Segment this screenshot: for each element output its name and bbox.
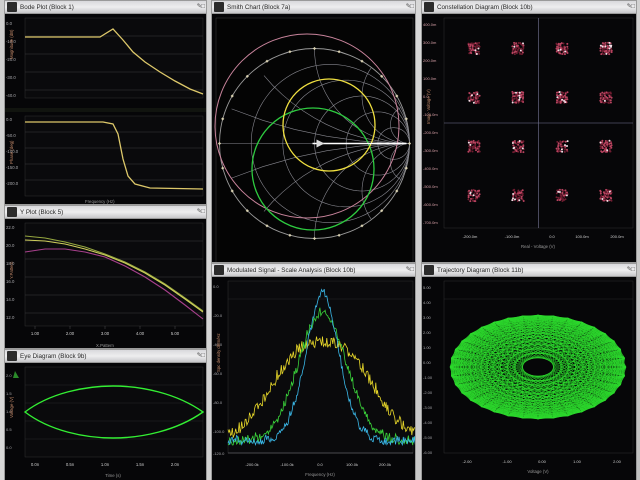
- svg-text:Phase (deg): Phase (deg): [9, 140, 14, 164]
- svg-text:-50.0: -50.0: [6, 133, 16, 138]
- svg-text:5.00: 5.00: [423, 285, 432, 290]
- svg-text:-200.0k: -200.0k: [245, 462, 258, 467]
- svg-text:-5.00: -5.00: [423, 435, 433, 440]
- svg-text:3.00: 3.00: [423, 315, 432, 320]
- svg-text:300.0m: 300.0m: [423, 40, 437, 45]
- svg-text:4.00: 4.00: [423, 300, 432, 305]
- svg-text:0.0n: 0.0n: [31, 462, 40, 467]
- svg-text:-20.0: -20.0: [213, 313, 223, 318]
- svg-text:100.0m: 100.0m: [575, 234, 589, 239]
- svg-text:4.00: 4.00: [136, 331, 145, 336]
- svg-text:-300.0m: -300.0m: [423, 148, 438, 153]
- svg-text:-200.0m: -200.0m: [423, 130, 438, 135]
- svg-text:-3.00: -3.00: [423, 405, 433, 410]
- svg-text:0.00: 0.00: [538, 459, 547, 464]
- svg-text:100.0k: 100.0k: [346, 462, 358, 467]
- svg-text:3.00: 3.00: [101, 331, 110, 336]
- svg-text:0.5: 0.5: [6, 427, 12, 432]
- svg-text:22.0: 22.0: [6, 225, 15, 230]
- svg-text:-400.0m: -400.0m: [423, 166, 438, 171]
- svg-text:-200.0: -200.0: [6, 181, 19, 186]
- svg-text:-1.00: -1.00: [423, 375, 433, 380]
- svg-text:-600.0m: -600.0m: [423, 202, 438, 207]
- svg-text:X.Pattern: X.Pattern: [96, 343, 115, 348]
- svg-text:20.0: 20.0: [6, 243, 15, 248]
- svg-text:100.0m: 100.0m: [423, 76, 437, 81]
- svg-text:Time (s): Time (s): [105, 473, 121, 478]
- svg-text:-120.0: -120.0: [213, 451, 225, 456]
- svg-text:Voltage (V): Voltage (V): [9, 396, 14, 418]
- svg-text:-700.0m: -700.0m: [423, 220, 438, 225]
- svg-text:0.0: 0.0: [6, 117, 13, 122]
- svg-text:Real - Voltage (V): Real - Voltage (V): [521, 244, 555, 249]
- svg-text:0.0: 0.0: [6, 21, 13, 26]
- svg-text:1.5: 1.5: [6, 391, 12, 396]
- svg-text:200.0k: 200.0k: [379, 462, 391, 467]
- svg-text:200.0m: 200.0m: [423, 58, 437, 63]
- svg-text:2.00: 2.00: [66, 331, 75, 336]
- svg-text:-2.00: -2.00: [423, 390, 433, 395]
- svg-text:14.0: 14.0: [6, 297, 15, 302]
- svg-text:-200.0m: -200.0m: [463, 234, 478, 239]
- svg-text:Spc density dBm/Hz: Spc density dBm/Hz: [216, 333, 221, 372]
- svg-text:Voltage (V): Voltage (V): [527, 469, 549, 474]
- svg-text:2.0: 2.0: [6, 373, 12, 378]
- svg-text:1.00: 1.00: [31, 331, 40, 336]
- svg-text:12.0: 12.0: [6, 315, 15, 320]
- svg-text:1.0n: 1.0n: [101, 462, 110, 467]
- svg-text:1.00: 1.00: [573, 459, 582, 464]
- svg-text:0.0: 0.0: [549, 234, 555, 239]
- svg-text:200.0m: 200.0m: [610, 234, 624, 239]
- svg-text:Frequency (Hz): Frequency (Hz): [305, 472, 335, 477]
- svg-text:0.5n: 0.5n: [66, 462, 75, 467]
- svg-text:Imag - Voltage (V): Imag - Voltage (V): [426, 89, 431, 124]
- svg-text:0.0: 0.0: [317, 462, 323, 467]
- svg-text:0.0: 0.0: [6, 445, 12, 450]
- svg-text:2.00: 2.00: [613, 459, 622, 464]
- svg-text:1.00: 1.00: [423, 345, 432, 350]
- svg-text:-500.0m: -500.0m: [423, 184, 438, 189]
- svg-text:5.00: 5.00: [171, 331, 180, 336]
- svg-text:Frequency (Hz): Frequency (Hz): [85, 199, 115, 204]
- svg-text:Y.Pattern: Y.Pattern: [9, 261, 14, 279]
- svg-text:-80.0: -80.0: [213, 400, 223, 405]
- svg-text:-4.00: -4.00: [423, 420, 433, 425]
- svg-text:2.00: 2.00: [423, 330, 432, 335]
- svg-text:-150.0: -150.0: [6, 165, 19, 170]
- svg-text:1.5n: 1.5n: [136, 462, 145, 467]
- svg-text:-40.0: -40.0: [6, 93, 16, 98]
- svg-text:400.0m: 400.0m: [423, 22, 437, 27]
- svg-text:Magnitude (dB): Magnitude (dB): [9, 29, 14, 59]
- svg-text:0.00: 0.00: [423, 360, 432, 365]
- svg-text:-100.0k: -100.0k: [280, 462, 293, 467]
- svg-text:-100.0: -100.0: [213, 429, 225, 434]
- svg-text:-30.0: -30.0: [6, 75, 16, 80]
- svg-text:2.0n: 2.0n: [171, 462, 180, 467]
- svg-text:-2.00: -2.00: [462, 459, 472, 464]
- svg-text:-1.00: -1.00: [502, 459, 512, 464]
- svg-text:0.0: 0.0: [213, 284, 219, 289]
- svg-text:-100.0m: -100.0m: [505, 234, 520, 239]
- svg-text:-6.00: -6.00: [423, 450, 433, 455]
